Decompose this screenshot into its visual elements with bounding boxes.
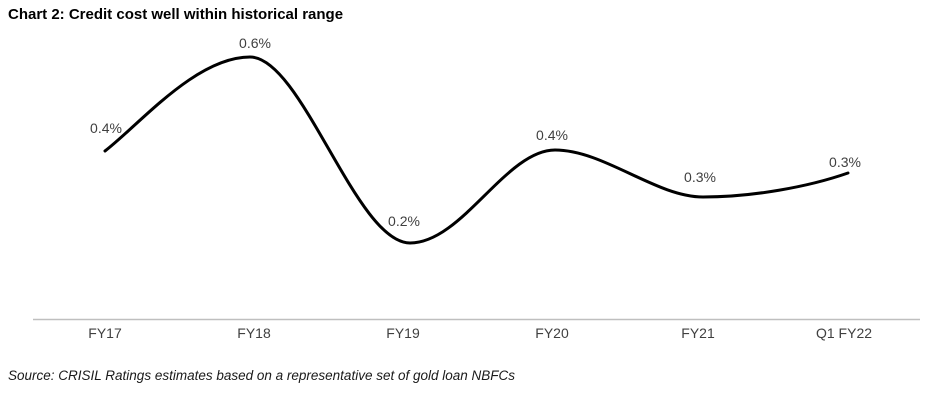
x-axis-label-fy21: FY21 (681, 325, 715, 341)
credit-cost-line-series (103, 55, 850, 245)
data-label-fy21: 0.3% (684, 169, 716, 185)
x-axis-label-q1fy22: Q1 FY22 (815, 325, 873, 341)
x-axis-label-fy20: FY20 (535, 325, 569, 341)
x-axis-label-fy19: FY19 (386, 325, 420, 341)
data-label-fy17: 0.4% (90, 120, 122, 136)
data-label-fy18: 0.6% (239, 35, 271, 51)
data-label-q1fy22: 0.3% (829, 154, 861, 170)
source-note: Source: CRISIL Ratings estimates based o… (8, 368, 516, 383)
x-axis-label-fy17: FY17 (88, 325, 122, 341)
chart-title: Chart 2: Credit cost well within histori… (8, 6, 344, 23)
data-label-fy19: 0.2% (388, 213, 420, 229)
data-label-fy20: 0.4% (536, 127, 568, 143)
x-axis-label-fy18: FY18 (237, 325, 271, 341)
